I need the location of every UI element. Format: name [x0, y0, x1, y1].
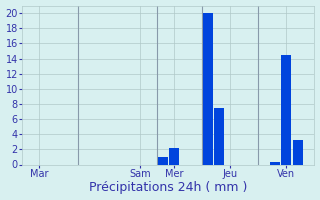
Bar [214, 108, 224, 164]
Bar [270, 162, 280, 164]
Bar [169, 148, 179, 164]
Bar [157, 157, 168, 164]
X-axis label: Précipitations 24h ( mm ): Précipitations 24h ( mm ) [89, 181, 247, 194]
Bar [203, 13, 213, 164]
Bar [281, 55, 292, 164]
Bar [292, 140, 303, 164]
